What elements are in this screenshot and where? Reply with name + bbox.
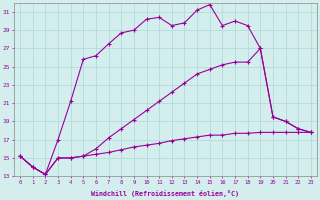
- X-axis label: Windchill (Refroidissement éolien,°C): Windchill (Refroidissement éolien,°C): [92, 190, 239, 197]
